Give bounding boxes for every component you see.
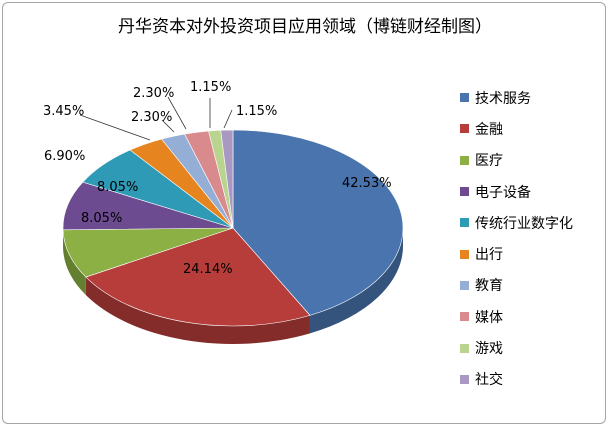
pie-side-0 [309,228,403,334]
leader-line-9 [223,109,233,129]
data-label-6: 2.30% [131,110,172,125]
legend-label-3: 电子设备 [475,184,531,201]
legend-swatch-0 [460,93,469,103]
legend-label-1: 金融 [475,121,503,138]
legend-label-0: 技术服务 [475,90,531,107]
legend-item-9: 社交 [460,364,573,395]
data-label-9: 1.15% [236,104,277,119]
leader-line-6 [161,119,175,133]
pie-side-1 [85,277,310,344]
legend-swatch-7 [460,312,469,322]
legend-item-6: 教育 [460,270,573,301]
legend-item-8: 游戏 [460,332,573,363]
data-label-8: 1.15% [190,80,231,95]
legend-swatch-4 [460,218,469,228]
legend-label-6: 教育 [475,278,503,295]
data-label-0: 42.53% [342,176,392,191]
pie-slice-1 [85,227,311,327]
legend-item-5: 出行 [460,238,573,269]
legend-swatch-2 [460,155,469,165]
legend-item-0: 技术服务 [460,82,573,113]
legend-label-7: 媒体 [475,309,503,326]
legend-label-8: 游戏 [475,341,503,358]
legend-swatch-3 [460,187,469,197]
legend-item-7: 媒体 [460,301,573,332]
legend-swatch-5 [460,249,469,259]
pie-slice-0 [232,129,404,316]
legend-label-9: 社交 [475,372,503,389]
legend-item-3: 电子设备 [460,176,573,207]
legend-label-2: 医疗 [475,153,503,170]
legend-item-1: 金融 [460,113,573,144]
legend-swatch-6 [460,280,469,290]
legend-item-4: 传统行业数字化 [460,207,573,238]
legend-label-4: 传统行业数字化 [475,215,573,232]
leader-line-5 [79,114,151,141]
pie-slice-9 [220,129,234,229]
leader-line-7 [167,96,187,130]
legend-swatch-8 [460,343,469,353]
data-label-5: 3.45% [43,104,84,119]
legend-swatch-9 [460,374,469,384]
chart-title: 丹华资本对外投资项目应用领域（博链财经制图） [118,17,492,37]
legend-item-2: 医疗 [460,145,573,176]
data-label-3: 8.05% [97,180,138,195]
legend-label-5: 出行 [475,247,503,264]
pie-side-2 [63,229,86,296]
data-label-2: 8.05% [81,211,122,226]
data-label-7: 2.30% [133,86,174,101]
data-label-4: 6.90% [44,149,85,164]
legend-swatch-1 [460,124,469,134]
chart-legend: 技术服务金融医疗电子设备传统行业数字化 出行教育媒体游戏社交 [460,82,573,395]
data-label-1: 24.14% [183,262,233,277]
